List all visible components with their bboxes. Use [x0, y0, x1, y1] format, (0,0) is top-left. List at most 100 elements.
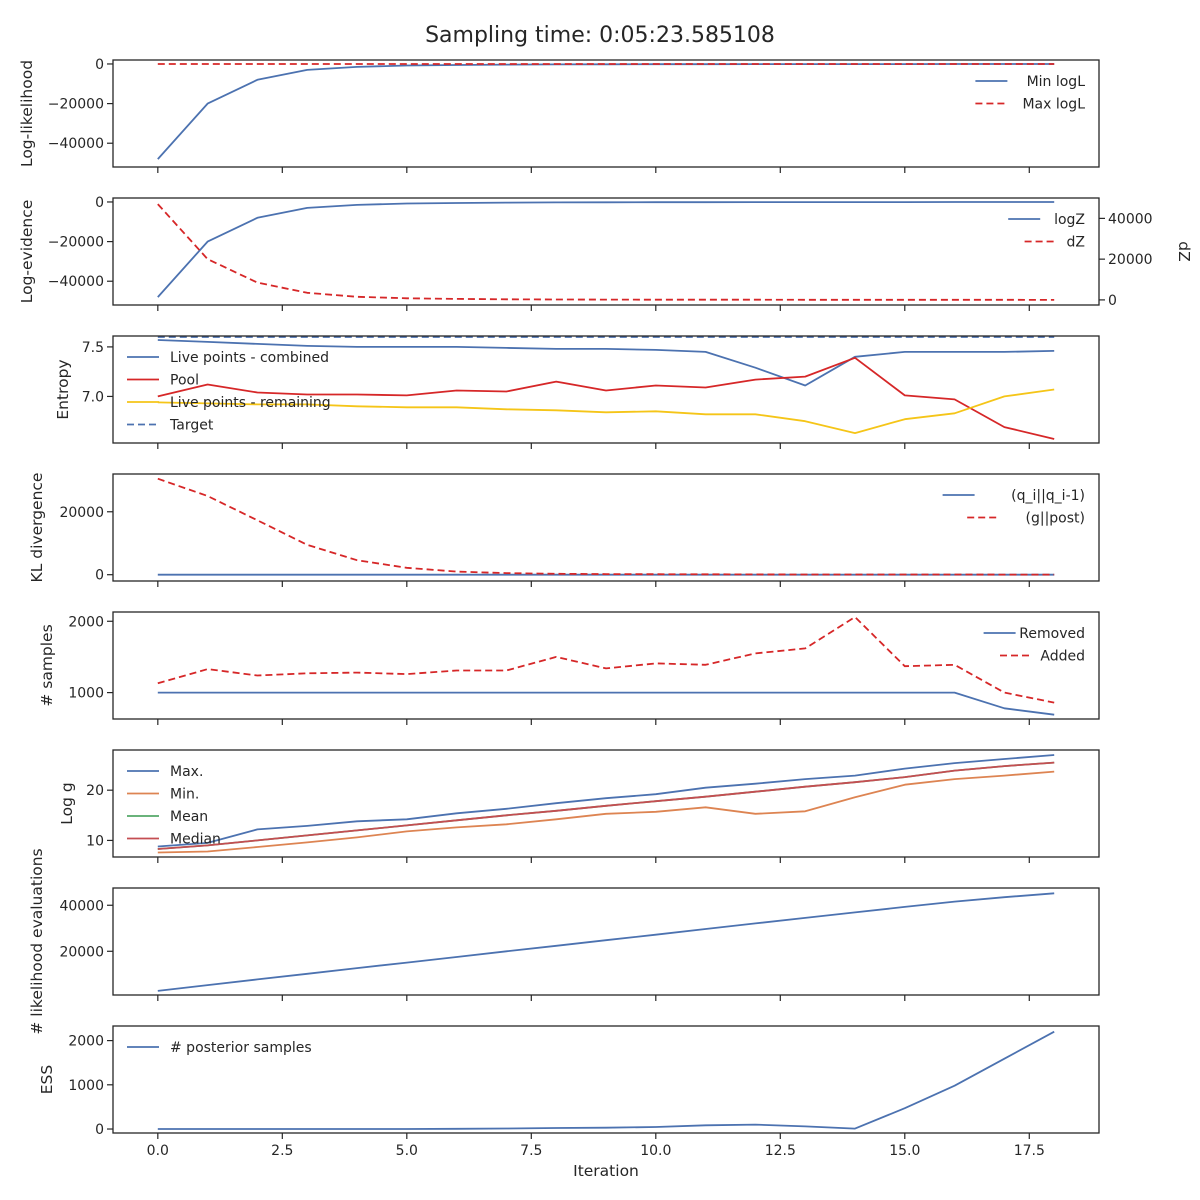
- y-axis-label: KL divergence: [28, 473, 46, 583]
- y-tick-label: 7.5: [82, 340, 104, 356]
- panel-series-group: [157, 754, 1055, 854]
- series-line-series-1: [157, 892, 1055, 992]
- panel-7: 40000 20000 # likelihood evaluations: [28, 848, 1100, 1035]
- x-tick-label: 2.5: [271, 1143, 293, 1159]
- legend: # posterior samples: [127, 1040, 312, 1056]
- series-line-added: [157, 616, 1055, 704]
- legend: logZ dZ: [1008, 212, 1085, 251]
- x-tick-label: 7.5: [520, 1143, 542, 1159]
- legend-label: Pool: [170, 373, 199, 389]
- legend-label: # posterior samples: [170, 1040, 312, 1056]
- legend-label: (q_i||q_i-1): [1011, 488, 1085, 504]
- legend-label: Removed: [1019, 626, 1085, 642]
- series-line-logz: [157, 201, 1055, 298]
- y-tick-label: 1000: [68, 686, 104, 702]
- series-line-max: [157, 754, 1055, 848]
- panel-frame: [112, 749, 1100, 858]
- x-axis-label: Iteration: [573, 1162, 639, 1180]
- panel-6: 20 10 Log g Max. Min. Mean Median: [58, 749, 1100, 863]
- series-line-g-post: [157, 477, 1055, 576]
- panel-1: 0 −20000 −40000 Log-likelihood Min logL Max l…: [18, 57, 1100, 173]
- panel-8: 2000 1000 0 0.0 2.5 5.0 7.5 10.0 12.5 15.0 17.5 Ite…: [38, 1025, 1100, 1180]
- x-tick-label: 0.0: [147, 1143, 169, 1159]
- y-tick-label: 0: [95, 1122, 104, 1138]
- panel-frame: [112, 335, 1100, 444]
- legend-label: (g||post): [1026, 511, 1085, 527]
- y-tick-label-right: 40000: [1108, 211, 1153, 227]
- y-tick-label-right: 0: [1108, 293, 1117, 309]
- panel-series-group: [157, 892, 1055, 992]
- y-axis-label: ESS: [38, 1065, 56, 1094]
- y-axis-label: # likelihood evaluations: [28, 848, 46, 1034]
- y-tick-label: 0: [95, 195, 104, 211]
- panel-frame: [112, 59, 1100, 168]
- y-axis-label: Entropy: [54, 359, 72, 419]
- legend: Min logL Max logL: [975, 74, 1085, 113]
- y-tick-label: 2000: [68, 1034, 104, 1050]
- y-tick-label: −20000: [48, 97, 104, 113]
- legend-label: Min.: [170, 787, 199, 803]
- legend-label: Min logL: [1027, 74, 1086, 90]
- legend-label: Mean: [170, 809, 208, 825]
- legend: Max. Min. Mean Median: [127, 764, 221, 848]
- x-tick-label: 10.0: [640, 1143, 671, 1159]
- x-tick-label: 17.5: [1014, 1143, 1045, 1159]
- legend: Live points - combined Pool Live points - …: [127, 350, 331, 434]
- legend-label: Target: [169, 418, 214, 434]
- panel-4: 20000 0 KL divergence (q_i||q_i-1) (g||post): [28, 473, 1100, 587]
- x-tick-label: 12.5: [765, 1143, 796, 1159]
- series-line-min-logl: [157, 63, 1055, 160]
- series-line-live-points-remaining: [157, 388, 1055, 435]
- panel-series-group: [157, 616, 1055, 716]
- legend-label: logZ: [1054, 212, 1085, 228]
- legend-label: Added: [1040, 649, 1085, 665]
- legend-label: Max.: [170, 764, 203, 780]
- panel-series-group: [157, 336, 1055, 440]
- panel-2: 0 −20000 −40000 0 20000 40000 dZ Log-evidence lo…: [18, 195, 1193, 311]
- x-tick-label: 5.0: [396, 1143, 418, 1159]
- panel-frame: [112, 1025, 1100, 1134]
- y-tick-label: −20000: [48, 235, 104, 251]
- legend: (q_i||q_i-1) (g||post): [942, 488, 1085, 527]
- y-tick-label: −40000: [48, 274, 104, 290]
- legend-label: Live points - combined: [170, 350, 329, 366]
- y-tick-label-right: 20000: [1108, 252, 1153, 268]
- figure-title: Sampling time: 0:05:23.585108: [425, 23, 775, 48]
- y-tick-label: 20000: [59, 944, 104, 960]
- y-axis-label: # samples: [38, 624, 56, 706]
- panel-frame: [112, 473, 1100, 582]
- series-line-live-points-combined: [157, 339, 1055, 387]
- y-tick-label: 10: [86, 833, 104, 849]
- y-tick-label: 1000: [68, 1078, 104, 1094]
- panel-frame: [112, 887, 1100, 996]
- y-tick-label: 40000: [59, 898, 104, 914]
- panel-series-group: [157, 201, 1055, 301]
- y-axis-label: Log-likelihood: [18, 60, 36, 167]
- y-tick-label: 2000: [68, 614, 104, 630]
- series-line-min: [157, 770, 1055, 854]
- legend-label: Live points - remaining: [170, 395, 331, 411]
- series-line-dz: [157, 203, 1055, 301]
- y-tick-label: 20: [86, 783, 104, 799]
- series-line-posterior-samples: [157, 1030, 1055, 1130]
- y-axis-label-right: dZ: [1175, 241, 1193, 261]
- panel-series-group: [157, 1030, 1055, 1130]
- y-tick-label: 7.0: [82, 389, 104, 405]
- series-line-median: [157, 761, 1055, 850]
- y-tick-label: 0: [95, 568, 104, 584]
- panel-series-group: [157, 63, 1055, 160]
- y-tick-label: −40000: [48, 136, 104, 152]
- legend-label: Max logL: [1022, 97, 1085, 113]
- panel-5: 2000 1000 # samples Removed Added: [38, 611, 1100, 725]
- legend-label: Median: [170, 832, 221, 848]
- y-tick-label: 20000: [59, 505, 104, 521]
- series-line-pool: [157, 356, 1055, 440]
- panel-frame: [112, 197, 1100, 306]
- y-tick-label: 0: [95, 57, 104, 73]
- legend-label: dZ: [1067, 235, 1085, 251]
- series-line-removed: [157, 691, 1055, 716]
- panel-series-group: [157, 477, 1055, 576]
